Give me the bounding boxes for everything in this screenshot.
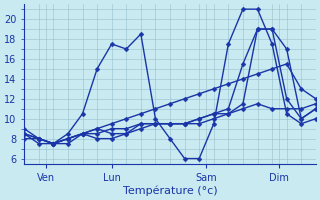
X-axis label: Température (°c): Température (°c) — [123, 185, 217, 196]
